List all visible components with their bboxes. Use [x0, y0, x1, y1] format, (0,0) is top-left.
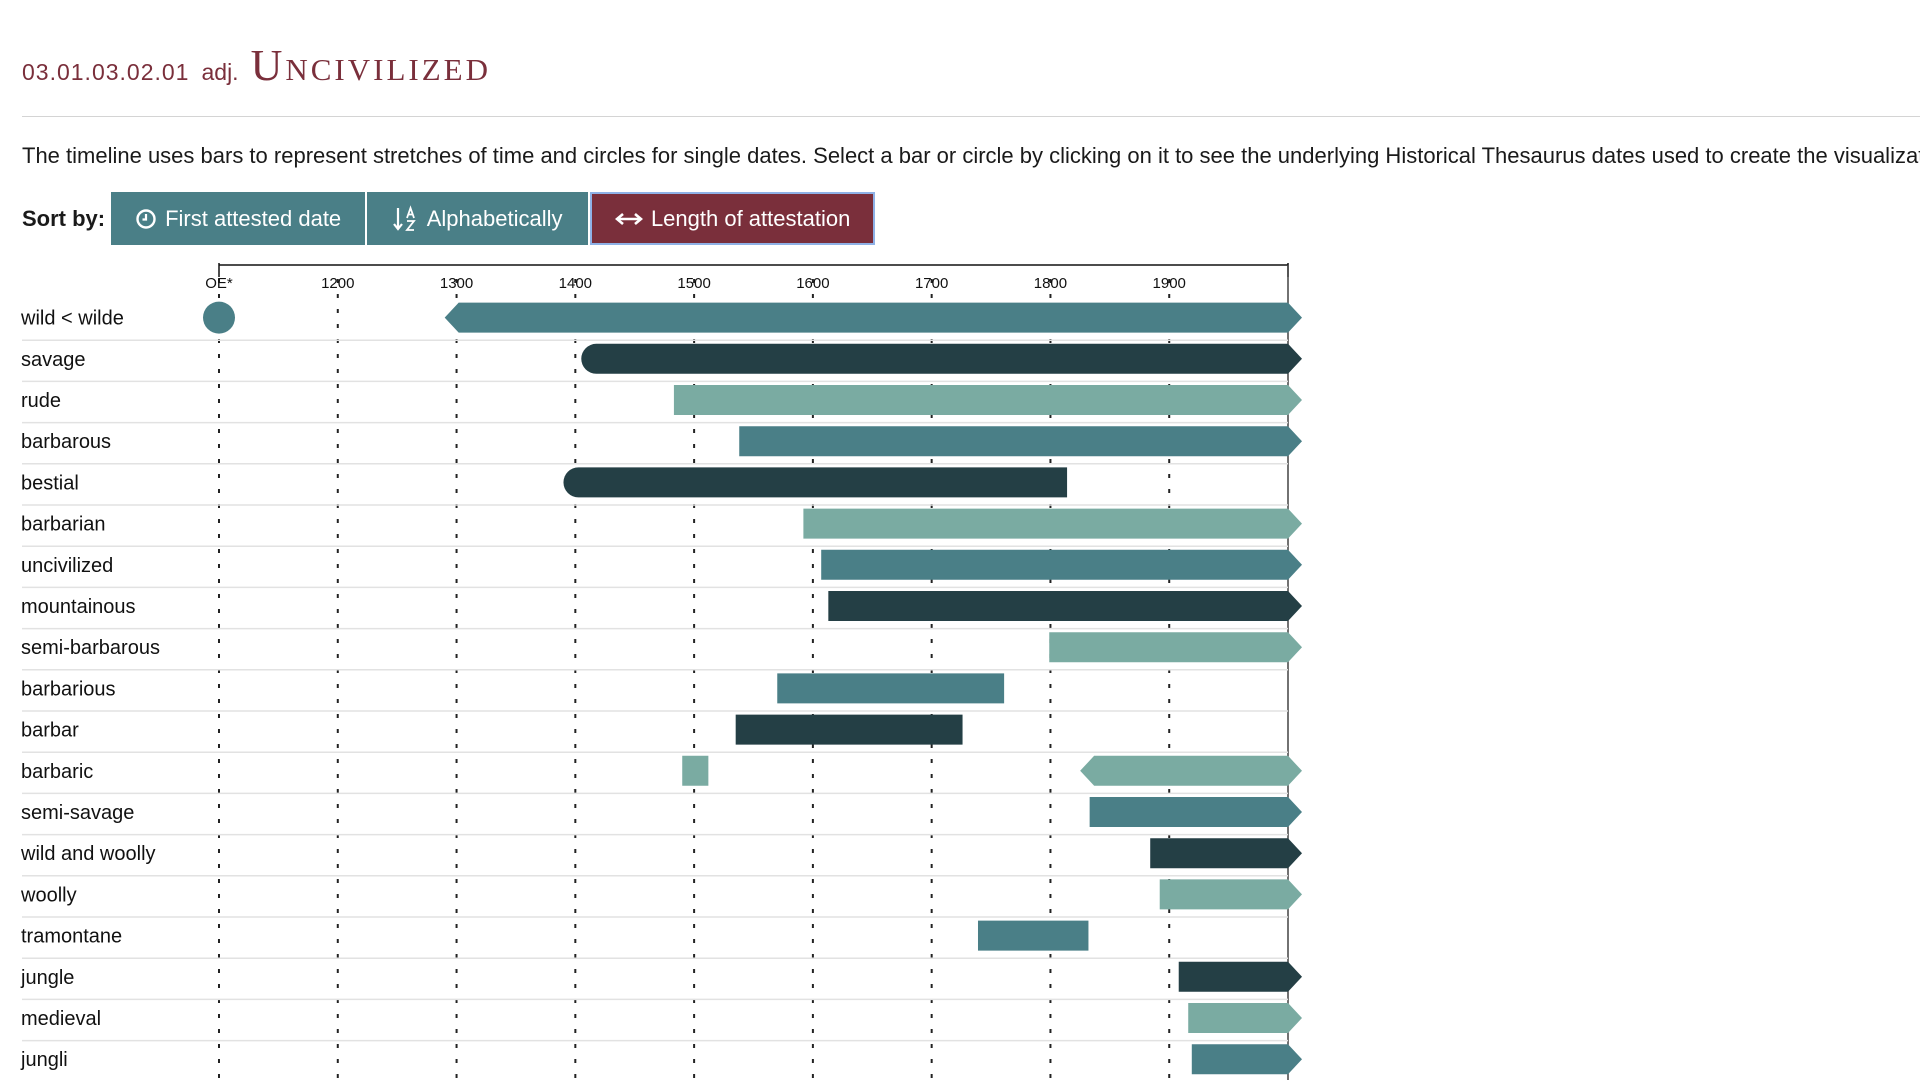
x-tick-label: 1700 [915, 275, 948, 292]
attestation-bar [1178, 961, 1302, 992]
attestation-bar [821, 549, 1302, 580]
x-tick-label: 1500 [677, 275, 710, 292]
sort-bar: Sort by: First attested date Alphabetica… [22, 192, 877, 245]
attestation-bar [1049, 632, 1302, 663]
attestation-bar [1089, 797, 1302, 827]
attestation-bar [739, 426, 1302, 457]
x-tick-label: 1900 [1153, 275, 1186, 292]
row-label: uncivilized [21, 555, 113, 577]
row-label: barbarian [21, 514, 106, 536]
attestation-bar [1080, 755, 1302, 786]
sort-length-button[interactable]: Length of attestation [590, 192, 876, 245]
page-heading: 03.01.03.02.01 adj. Uncivilized [22, 40, 491, 91]
single-date-point [203, 301, 235, 334]
attestation-bar [977, 920, 1089, 951]
x-tick-label: 1300 [440, 275, 473, 292]
row-label: savage [21, 349, 86, 371]
row-label: mountainous [21, 596, 136, 618]
x-tick-label: 1600 [796, 275, 829, 292]
row-label: barbar [21, 720, 79, 742]
attestation-bar [777, 673, 1005, 704]
row-label: barbaric [21, 761, 93, 783]
row-label: medieval [21, 1008, 101, 1030]
clock-icon [135, 208, 157, 230]
sort-label: Sort by: [22, 205, 106, 231]
attestation-bar [803, 508, 1302, 539]
x-tick-label: 1400 [559, 275, 592, 292]
attestation-bar [581, 343, 1302, 374]
row-label: barbarous [21, 431, 111, 453]
timeline-description: The timeline uses bars to represent stre… [22, 143, 1920, 168]
attestation-bar [444, 302, 1303, 333]
row-label: barbarious [21, 678, 116, 700]
row-label: wild < wilde [20, 308, 124, 330]
row-label: semi-barbarous [21, 637, 160, 659]
part-of-speech: adj. [201, 59, 239, 85]
row-label: rude [21, 390, 61, 412]
row-label: bestial [21, 472, 79, 494]
row-label: jungle [20, 967, 74, 989]
sort-first-attested-label: First attested date [165, 205, 342, 231]
attestation-bar [1188, 1003, 1302, 1033]
sort-length-label: Length of attestation [650, 205, 851, 231]
attestation-bar [673, 385, 1302, 415]
timeline-chart: OE* 1200 1300 1400 1500 1600 1700 1800 1900 wild … [20, 263, 1303, 1080]
attestation-bar [682, 755, 709, 786]
page-title: Uncivilized [250, 41, 491, 90]
category-code: 03.01.03.02.01 [22, 59, 190, 85]
row-label: tramontane [21, 926, 122, 948]
row-label: semi-savage [21, 802, 134, 824]
heading-divider [22, 116, 1920, 117]
attestation-bar [563, 467, 1068, 498]
sort-alpha-icon [392, 204, 419, 233]
attestation-bar [1159, 879, 1302, 910]
row-label: woolly [20, 884, 77, 906]
sort-alphabetical-label: Alphabetically [426, 205, 563, 231]
double-arrow-icon [614, 211, 643, 227]
x-tick-label: 1200 [321, 275, 354, 292]
sort-first-attested-button[interactable]: First attested date [111, 192, 366, 245]
x-tick-label: OE* [205, 275, 233, 292]
sort-alphabetical-button[interactable]: Alphabetically [367, 192, 589, 245]
attestation-bar [828, 591, 1302, 621]
row-label: jungli [20, 1049, 68, 1071]
attestation-bar [1150, 838, 1302, 869]
attestation-bar [735, 714, 963, 745]
attestation-bar [1191, 1044, 1302, 1075]
row-label: wild and woolly [20, 843, 156, 865]
x-tick-label: 1800 [1034, 275, 1067, 292]
